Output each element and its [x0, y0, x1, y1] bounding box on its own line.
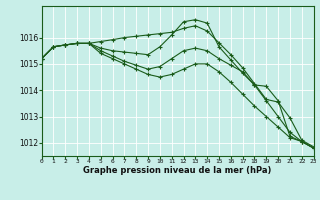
X-axis label: Graphe pression niveau de la mer (hPa): Graphe pression niveau de la mer (hPa): [84, 166, 272, 175]
